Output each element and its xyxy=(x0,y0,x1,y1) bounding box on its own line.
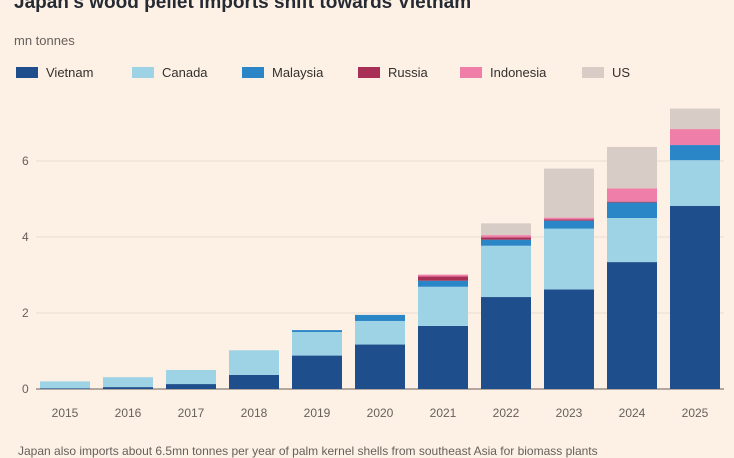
legend-swatch xyxy=(16,66,38,78)
legend-item-russia: Russia xyxy=(358,64,428,80)
bar-malaysia-2022 xyxy=(481,239,531,246)
legend-item-us: US xyxy=(582,64,630,80)
x-tick-label: 2019 xyxy=(304,406,331,420)
x-tick-label: 2015 xyxy=(52,406,79,420)
x-tick-label: 2018 xyxy=(241,406,268,420)
legend-label: US xyxy=(612,64,631,80)
legend-item-indonesia: Indonesia xyxy=(460,64,546,80)
bar-malaysia-2025 xyxy=(670,145,720,161)
chart-subtitle: mn tonnes xyxy=(14,33,75,48)
bar-us-2025 xyxy=(670,108,720,130)
bar-indonesia-2021 xyxy=(418,274,468,277)
bar-canada-2015 xyxy=(40,381,90,389)
bar-canada-2018 xyxy=(229,350,279,375)
bar-vietnam-2017 xyxy=(166,384,216,389)
bar-vietnam-2018 xyxy=(229,374,279,389)
legend-swatch xyxy=(358,66,380,78)
bar-canada-2022 xyxy=(481,245,531,298)
legend-swatch xyxy=(460,66,482,78)
x-tick-label: 2024 xyxy=(619,406,646,420)
bar-canada-2019 xyxy=(292,332,342,356)
x-tick-label: 2022 xyxy=(493,406,520,420)
bar-russia-2022 xyxy=(481,237,531,240)
x-tick-label: 2016 xyxy=(115,406,142,420)
legend-item-canada: Canada xyxy=(132,64,208,80)
bar-russia-2024 xyxy=(607,201,657,203)
legend-swatch xyxy=(132,66,154,78)
bar-russia-2021 xyxy=(418,276,468,281)
legend-swatch xyxy=(242,66,264,78)
bar-canada-2021 xyxy=(418,286,468,326)
legend-label: Indonesia xyxy=(490,64,547,80)
bar-malaysia-2023 xyxy=(544,220,594,229)
bar-malaysia-2020 xyxy=(355,314,405,321)
bar-malaysia-2019 xyxy=(292,330,342,332)
bar-canada-2023 xyxy=(544,228,594,290)
legend-item-vietnam: Vietnam xyxy=(16,64,93,80)
legend-label: Russia xyxy=(388,64,428,80)
bar-us-2022 xyxy=(481,223,531,236)
bar-malaysia-2021 xyxy=(418,280,468,287)
bar-canada-2016 xyxy=(103,377,153,388)
legend-label: Malaysia xyxy=(272,64,324,80)
bar-indonesia-2023 xyxy=(544,217,594,220)
y-tick-label: 0 xyxy=(22,382,29,396)
bar-canada-2025 xyxy=(670,160,720,206)
bar-vietnam-2020 xyxy=(355,344,405,389)
legend-label: Vietnam xyxy=(46,64,94,80)
bar-indonesia-2024 xyxy=(607,188,657,202)
legend-item-malaysia: Malaysia xyxy=(242,64,323,80)
y-tick-label: 6 xyxy=(22,154,29,168)
chart-title: Japan's wood pellet imports shift toward… xyxy=(14,0,472,13)
bar-vietnam-2021 xyxy=(418,325,468,389)
x-tick-label: 2021 xyxy=(430,406,457,420)
bar-vietnam-2019 xyxy=(292,355,342,389)
bar-indonesia-2022 xyxy=(481,235,531,238)
bar-canada-2017 xyxy=(166,370,216,385)
bar-malaysia-2024 xyxy=(607,202,657,218)
bar-vietnam-2024 xyxy=(607,262,657,389)
bar-russia-2023 xyxy=(544,219,594,221)
legend-label: Canada xyxy=(162,64,208,80)
bar-canada-2024 xyxy=(607,218,657,263)
y-tick-label: 4 xyxy=(22,230,29,244)
bar-vietnam-2023 xyxy=(544,289,594,389)
bar-vietnam-2022 xyxy=(481,297,531,389)
bar-canada-2020 xyxy=(355,320,405,345)
bar-us-2023 xyxy=(544,168,594,218)
bar-us-2024 xyxy=(607,146,657,189)
chart-legend: Vietnam Canada Malaysia Russia Indonesia US xyxy=(16,64,726,80)
x-tick-label: 2017 xyxy=(178,406,205,420)
chart-footnote: Japan also imports about 6.5mn tonnes pe… xyxy=(18,444,598,458)
x-tick-label: 2025 xyxy=(682,406,709,420)
x-tick-label: 2020 xyxy=(367,406,394,420)
y-tick-label: 2 xyxy=(22,306,29,320)
x-tick-label: 2023 xyxy=(556,406,583,420)
bar-indonesia-2025 xyxy=(670,129,720,146)
bar-vietnam-2025 xyxy=(670,205,720,389)
legend-swatch xyxy=(582,66,604,78)
bar-vietnam-2016 xyxy=(103,387,153,389)
bar-vietnam-2015 xyxy=(40,388,90,389)
